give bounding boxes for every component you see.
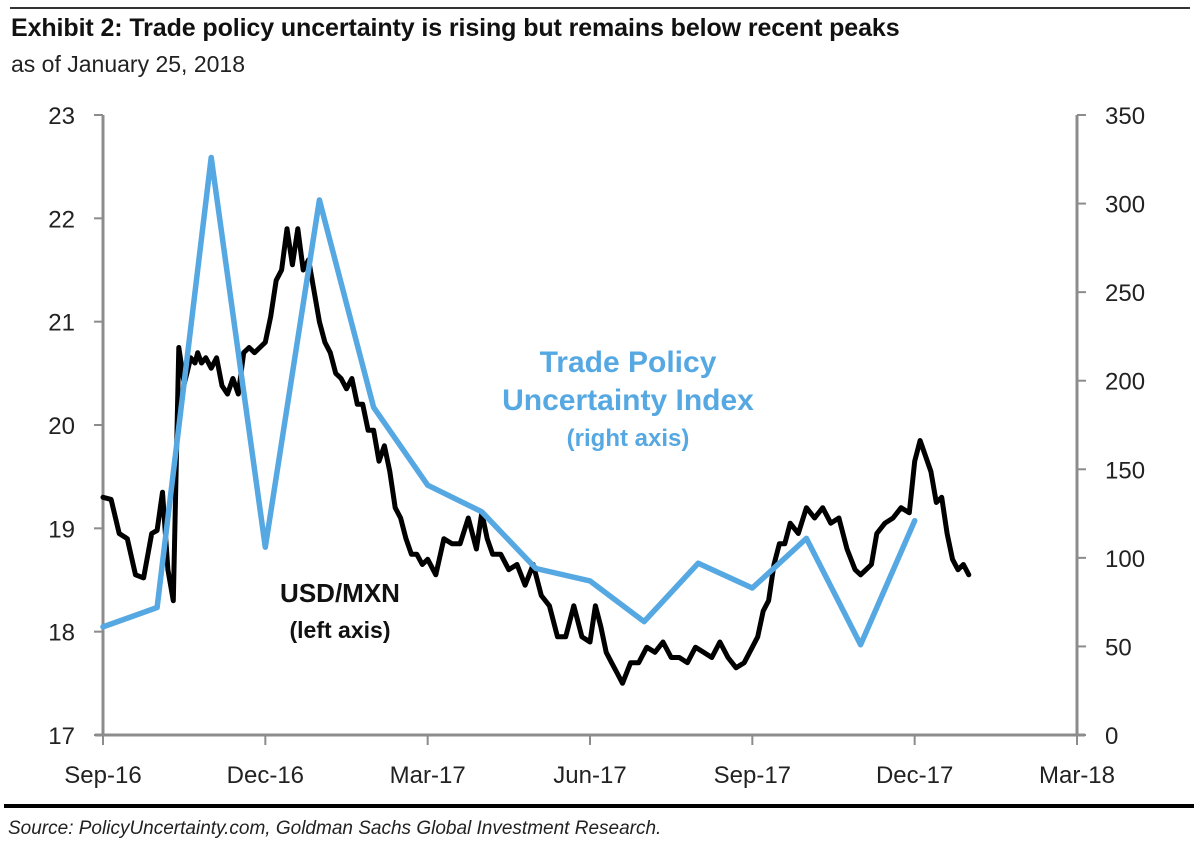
source-note: Source: PolicyUncertainty.com, Goldman S… bbox=[8, 818, 662, 839]
left-axis-tick-label: 18 bbox=[48, 620, 75, 647]
x-axis-tick-label: Dec-17 bbox=[876, 762, 953, 789]
right-axis-tick-label: 200 bbox=[1105, 369, 1145, 396]
top-rule bbox=[10, 7, 1190, 9]
x-axis-tick-label: Jun-17 bbox=[553, 762, 626, 789]
x-axis-tick-label: Dec-16 bbox=[227, 762, 304, 789]
series-lines bbox=[100, 154, 972, 686]
left-axis-tick-label: 23 bbox=[48, 103, 75, 130]
annotations: USD/MXN (left axis) Trade Policy Uncertaint… bbox=[280, 346, 754, 643]
right-axis-tick-label: 50 bbox=[1105, 634, 1132, 661]
x-axis-tick-label: Sep-16 bbox=[64, 762, 141, 789]
x-axis-tick-label: Mar-18 bbox=[1039, 762, 1115, 789]
left-axis-tick-label: 22 bbox=[48, 206, 75, 233]
right-axis-tick-label: 0 bbox=[1105, 723, 1118, 750]
tpu-line bbox=[100, 154, 918, 648]
chart-subtitle: as of January 25, 2018 bbox=[11, 51, 245, 77]
tpu-label-line1: Trade Policy bbox=[540, 346, 717, 379]
usdmxn-axis-note: (left axis) bbox=[290, 617, 391, 643]
right-axis-tick-label: 150 bbox=[1105, 457, 1145, 484]
left-axis-tick-label: 19 bbox=[48, 516, 75, 543]
left-axis-tick-label: 20 bbox=[48, 413, 75, 440]
usdmxn-label: USD/MXN bbox=[280, 578, 400, 608]
right-axis-tick-label: 100 bbox=[1105, 546, 1145, 573]
right-axis-tick-label: 350 bbox=[1105, 103, 1145, 130]
bottom-rule bbox=[4, 804, 1194, 808]
right-axis-tick-label: 250 bbox=[1105, 280, 1145, 307]
x-axis-tick-label: Sep-17 bbox=[714, 762, 791, 789]
tpu-label-line2: Uncertainty Index bbox=[502, 384, 754, 417]
x-axis-tick-label: Mar-17 bbox=[390, 762, 466, 789]
axes: 17 18 19 20 21 22 23 0 50 100 150 200 250 300 350 Sep-1… bbox=[48, 103, 1145, 789]
left-axis-tick-label: 17 bbox=[48, 723, 75, 750]
tpu-axis-note: (right axis) bbox=[567, 425, 690, 452]
tpu-series bbox=[100, 154, 918, 648]
usdmxn-series bbox=[100, 226, 972, 686]
right-axis-tick-label: 300 bbox=[1105, 192, 1145, 219]
left-axis-tick-label: 21 bbox=[48, 310, 75, 337]
chart-title: Exhibit 2: Trade policy uncertainty is r… bbox=[11, 14, 900, 42]
